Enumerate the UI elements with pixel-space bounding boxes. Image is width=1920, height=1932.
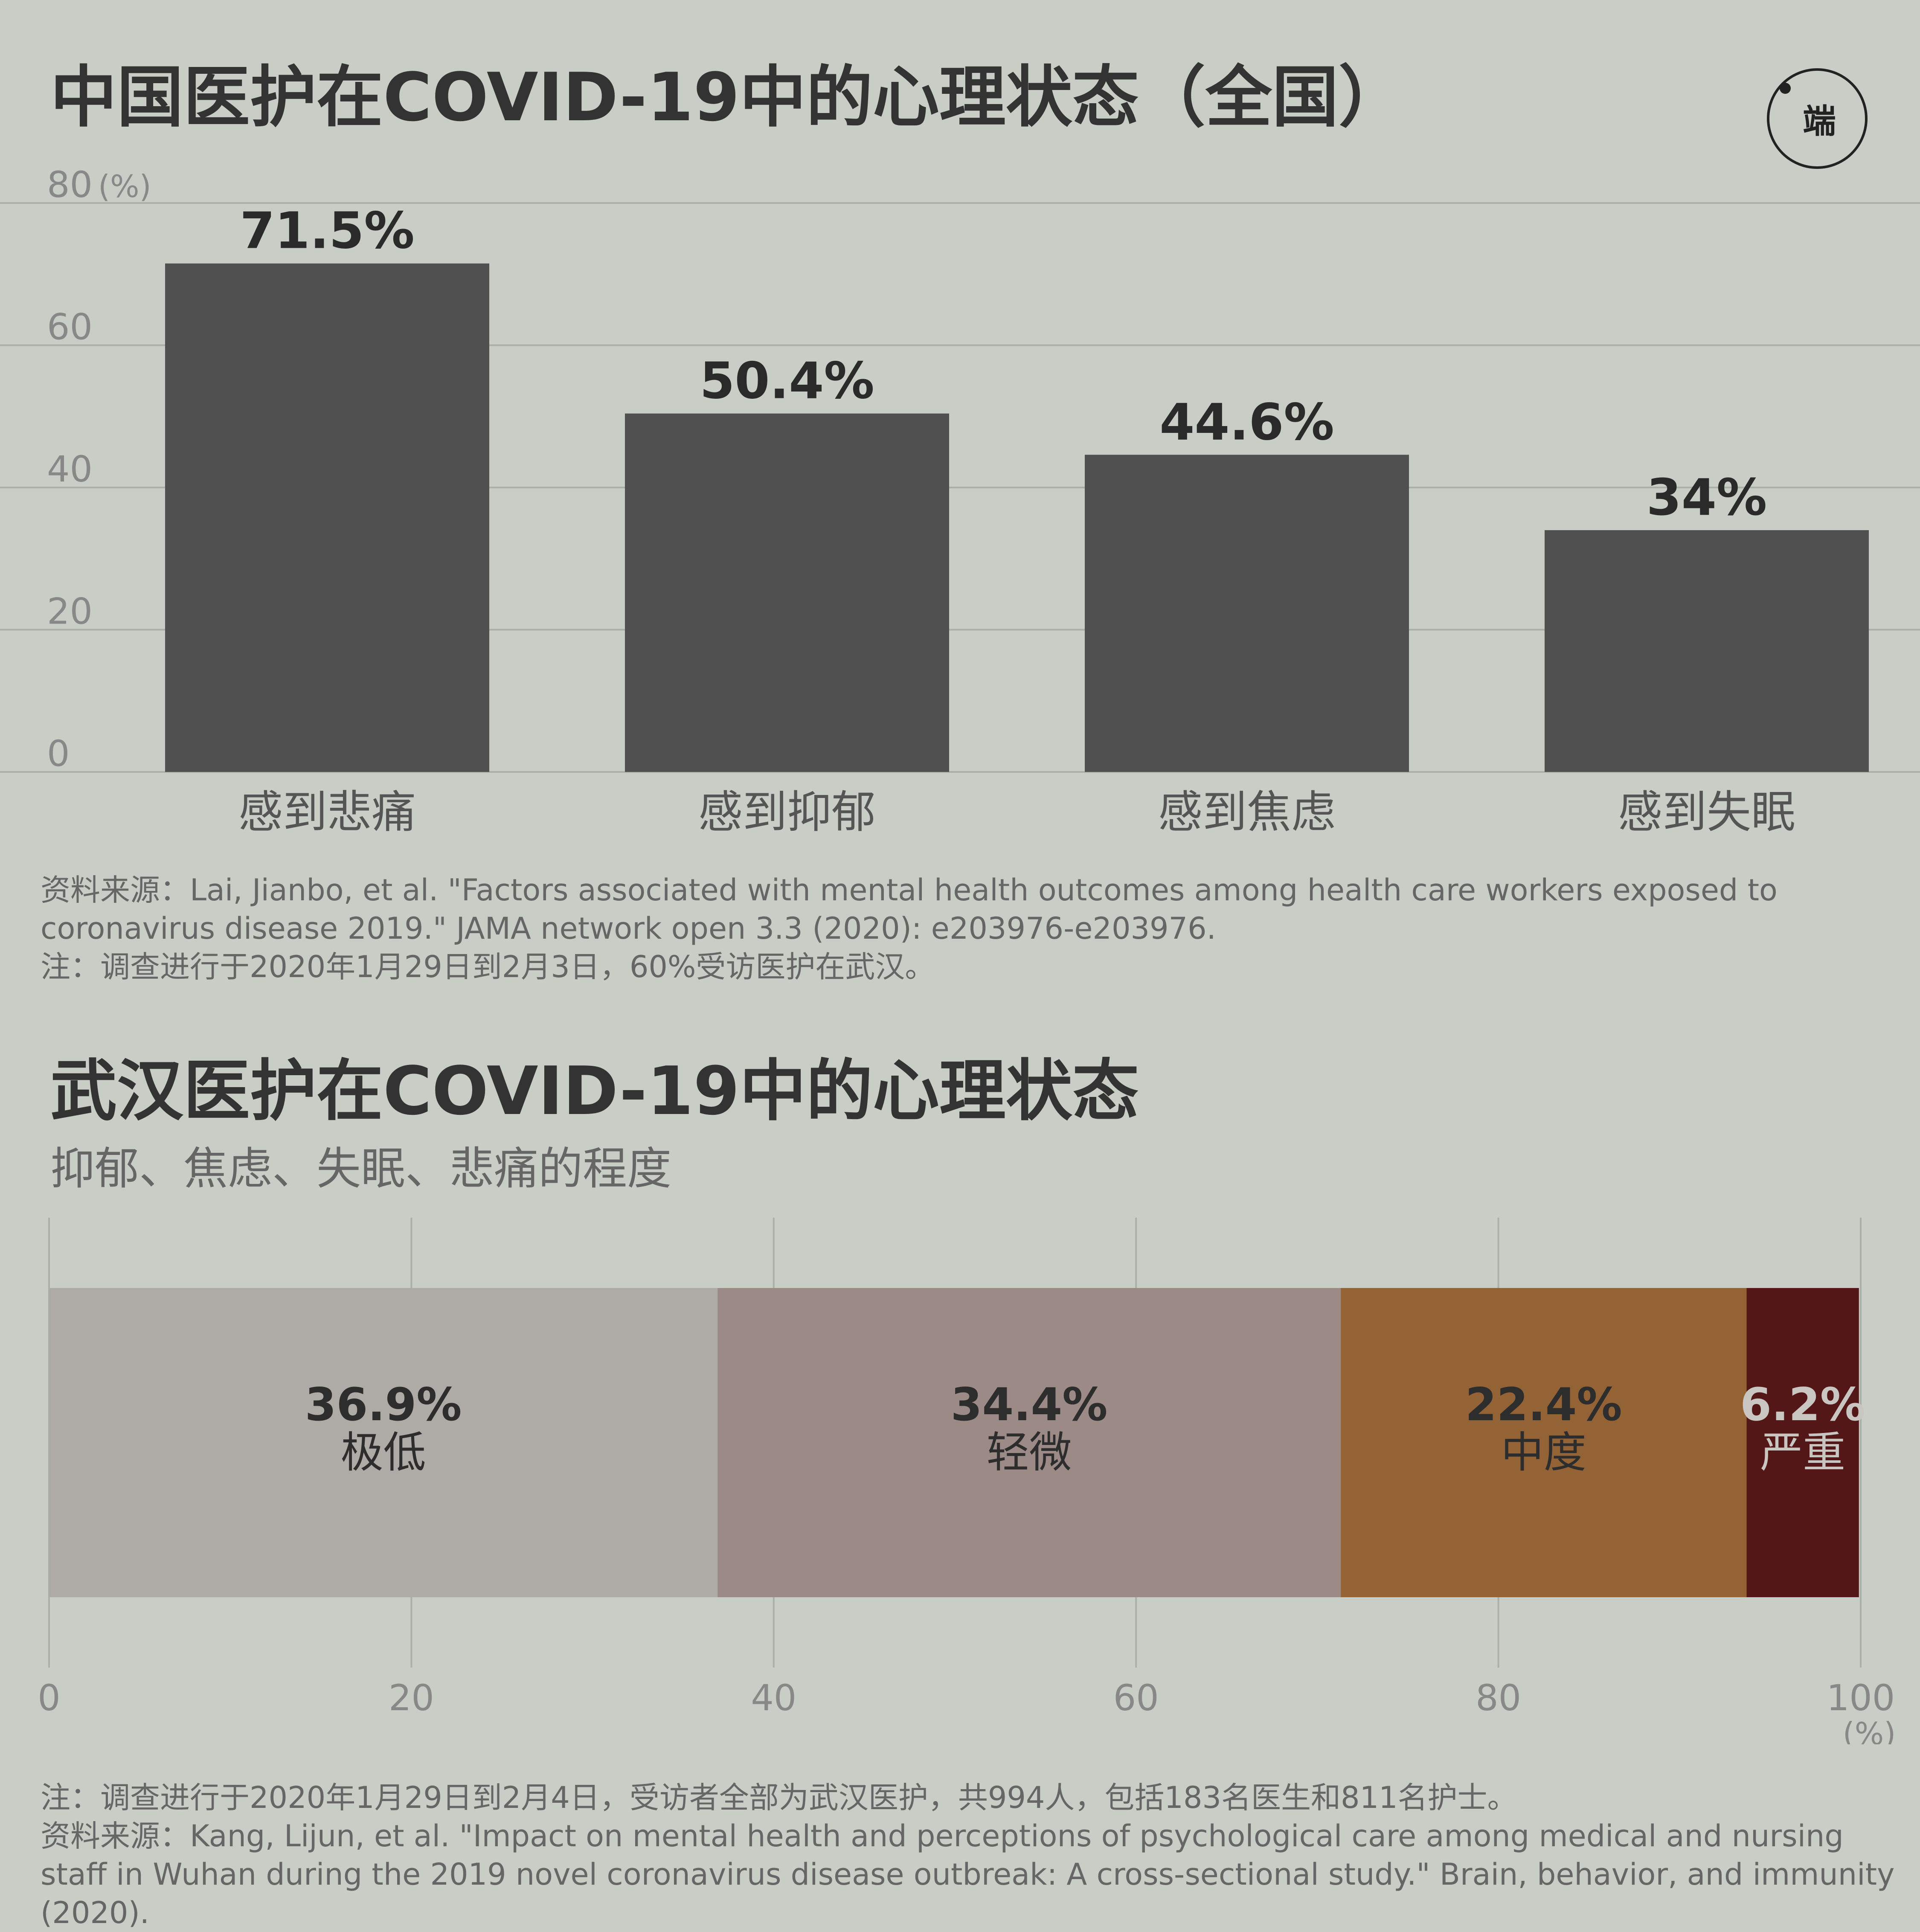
x-category-label: 感到抑郁 (698, 786, 876, 838)
segment-name-label: 严重 (1760, 1427, 1845, 1477)
y-tick-label: 40 (47, 448, 93, 490)
x-category-label: 感到失眠 (1618, 786, 1795, 838)
segment-name-label: 极低 (341, 1427, 426, 1477)
bar-感到焦虑 (1085, 455, 1409, 772)
segment-value-label: 34.4% (951, 1378, 1108, 1431)
bar-感到悲痛 (165, 263, 489, 772)
segment-轻微 (717, 1288, 1341, 1597)
chart1-notes: 资料来源：Lai, Jianbo, et al. "Factors associ… (41, 871, 1888, 986)
x-tick-label: 80 (1476, 1677, 1521, 1719)
y-tick-label: 60 (47, 306, 93, 348)
segment-value-label: 6.2% (1740, 1378, 1865, 1431)
bar-感到失眠 (1545, 530, 1869, 772)
segment-value-label: 22.4% (1465, 1378, 1622, 1431)
x-category-label: 感到悲痛 (238, 786, 416, 838)
initium-logo-icon: 端 (1767, 68, 1868, 169)
bar-value-label: 71.5% (240, 201, 414, 260)
x-tick-label: 0 (38, 1677, 60, 1719)
bar-value-label: 50.4% (700, 351, 874, 410)
bar-value-label: 44.6% (1159, 392, 1334, 451)
y-tick-label: 0 (47, 733, 70, 775)
x-tick-label: 20 (389, 1677, 434, 1719)
chart2-svg: 0 20 40 60 80 100(%) 36.9%极低 34.4%轻微 22.4%中度 6.2%… (38, 1218, 1896, 1744)
chart2-note: 注：调查进行于2020年1月29日到2月4日，受访者全部为武汉医护，共994人，… (41, 1780, 1517, 1815)
x-tick-label: 60 (1113, 1677, 1159, 1719)
bar-感到抑郁 (625, 413, 949, 772)
y-tick-label: 20 (47, 591, 93, 632)
segment-name-label: 中度 (1501, 1427, 1586, 1477)
chart2-source: 资料来源：Kang, Lijun, et al. "Impact on ment… (41, 1819, 1895, 1930)
bar-value-label: 34% (1647, 468, 1767, 527)
chart1-title: 中国医护在COVID-19中的心理状态（全国） (50, 58, 1405, 136)
x-category-label: 感到焦虑 (1158, 786, 1336, 838)
chart1-note: 注：调查进行于2020年1月29日到2月3日，60%受访医护在武汉。 (41, 949, 935, 984)
segment-严重 (1746, 1288, 1859, 1597)
x-tick-label: 100 (1827, 1677, 1895, 1719)
segment-中度 (1341, 1288, 1747, 1597)
x-unit-label: (%) (1843, 1716, 1896, 1744)
y-tick-label: 80 (47, 164, 93, 206)
x-tick-label: 40 (751, 1677, 796, 1719)
y-unit-label: (%) (98, 168, 151, 204)
chart1-svg: 0 20 40 60 80 (%) 71.5% 感到悲痛 50.4% 感到抑郁 44.6% 感到焦虑 3… (0, 164, 1920, 838)
segment-name-label: 轻微 (987, 1427, 1072, 1477)
segment-value-label: 36.9% (305, 1378, 462, 1431)
chart2-subtitle: 抑郁、焦虑、失眠、悲痛的程度 (50, 1143, 672, 1195)
segment-极低 (49, 1288, 718, 1597)
chart2-notes: 注：调查进行于2020年1月29日到2月4日，受访者全部为武汉医护，共994人，… (41, 1778, 1896, 1932)
chart2-title: 武汉医护在COVID-19中的心理状态 (50, 1052, 1139, 1130)
chart1-source: 资料来源：Lai, Jianbo, et al. "Factors associ… (41, 873, 1778, 946)
